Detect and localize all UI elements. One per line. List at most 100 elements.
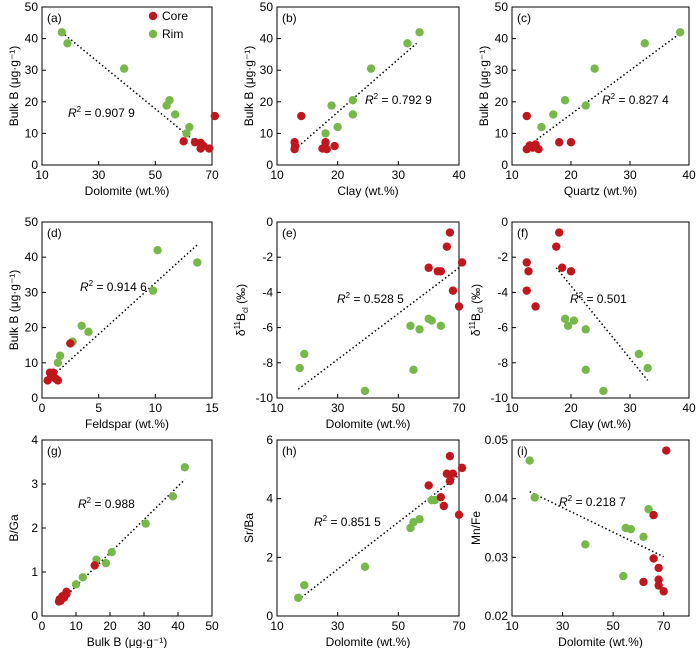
panel-label: (i) bbox=[517, 444, 528, 458]
y-tick-label: -10 bbox=[491, 391, 509, 405]
core-point bbox=[210, 111, 220, 121]
panel-label: (g) bbox=[47, 444, 62, 458]
panel-f: 10 20 30 40 -10 -8 -6 -4 -2 0 Clay (wt.%) δ11Bcl (‰… bbox=[468, 215, 696, 431]
x-axis-label: Dolomite (wt.%) bbox=[326, 417, 411, 431]
x-tick-label: 30 bbox=[331, 401, 345, 415]
y-tick-label: 40 bbox=[260, 32, 274, 46]
core-point bbox=[662, 446, 671, 455]
core-point bbox=[445, 228, 455, 237]
y-tick-label: 0 bbox=[266, 215, 273, 229]
x-axis-label: Quartz (wt.%) bbox=[564, 184, 637, 198]
rim-point bbox=[581, 325, 590, 334]
rim-point bbox=[581, 540, 590, 549]
rim-point bbox=[639, 532, 648, 541]
panel-label: (a) bbox=[47, 11, 62, 25]
core-point bbox=[330, 141, 339, 151]
plot-frame bbox=[41, 221, 213, 399]
y-tick-label: -2 bbox=[497, 250, 508, 264]
x-axis-label: Clay (wt.%) bbox=[570, 417, 631, 431]
panel-h: 10 30 50 70 0 2 4 6 Dolomite (wt.%) Sr/Ba (h) R2 = … bbox=[242, 433, 467, 648]
y-tick-label: 50 bbox=[495, 0, 509, 14]
r-squared-label: R2 = 0.851 5 bbox=[314, 514, 381, 529]
core-point bbox=[196, 144, 205, 153]
r-squared-label: R2 = 0.914 6 bbox=[80, 279, 147, 294]
core-point bbox=[448, 286, 458, 295]
legend-marker-core bbox=[148, 11, 158, 21]
core-point bbox=[290, 145, 299, 154]
rim-point bbox=[415, 28, 424, 37]
core-point bbox=[53, 376, 63, 385]
x-tick-label: 20 bbox=[331, 168, 345, 182]
y-axis-label: δ11Bcl (‰) bbox=[233, 284, 250, 336]
core-point bbox=[322, 145, 331, 154]
x-tick-label: 30 bbox=[556, 619, 570, 633]
plot-frame bbox=[511, 6, 690, 166]
x-tick-label: 5 bbox=[95, 401, 102, 415]
x-tick-label: 10 bbox=[270, 168, 284, 182]
core-point bbox=[552, 242, 561, 251]
core-point bbox=[654, 575, 663, 584]
y-tick-label: 40 bbox=[495, 32, 509, 46]
rim-point bbox=[427, 316, 436, 325]
x-tick-label: 70 bbox=[452, 619, 466, 633]
core-point bbox=[179, 137, 188, 146]
y-tick-label: 20 bbox=[260, 95, 274, 109]
y-tick-label: -4 bbox=[497, 285, 508, 299]
y-tick-label: 1 bbox=[31, 565, 38, 579]
core-point bbox=[649, 510, 658, 520]
r-squared-label: R2 = 0.907 9 bbox=[68, 105, 135, 120]
fit-line bbox=[58, 479, 186, 604]
r-squared-label: R2 = 0.218 7 bbox=[559, 494, 626, 509]
rim-point bbox=[644, 505, 653, 514]
core-point bbox=[534, 145, 543, 154]
rim-point bbox=[348, 110, 358, 119]
core-point bbox=[659, 587, 668, 596]
y-tick-label: 20 bbox=[25, 321, 39, 335]
panel-d: 0 5 10 15 0 10 20 30 40 50 Feldspar (wt.%) Bulk B (… bbox=[7, 215, 219, 431]
plot-frame bbox=[511, 221, 690, 399]
rim-point bbox=[321, 129, 330, 138]
core-point bbox=[555, 228, 564, 237]
r-squared-label: R2 = 0.827 4 bbox=[602, 92, 669, 107]
core-point bbox=[654, 563, 663, 573]
y-tick-label: 0 bbox=[31, 391, 38, 405]
x-tick-label: 0 bbox=[39, 619, 46, 633]
y-tick-label: 30 bbox=[260, 63, 274, 77]
rim-point bbox=[162, 101, 171, 110]
y-tick-label: 20 bbox=[25, 95, 39, 109]
core-point bbox=[525, 141, 534, 150]
core-point bbox=[524, 267, 533, 276]
rim-point bbox=[675, 28, 685, 37]
core-point bbox=[566, 138, 576, 147]
x-tick-label: 40 bbox=[682, 401, 696, 415]
panel-g: 0 10 20 30 40 50 0 1 2 3 4 Bulk B (μg·g⁻¹) B/Ga (g) R2… bbox=[7, 433, 219, 648]
rim-point bbox=[406, 321, 415, 331]
rim-point bbox=[530, 493, 539, 502]
y-tick-label: -6 bbox=[497, 321, 508, 335]
core-point bbox=[445, 476, 455, 486]
core-point bbox=[442, 242, 452, 251]
rim-point bbox=[626, 524, 636, 534]
x-axis-label: Bulk B (μg·g⁻¹) bbox=[87, 635, 168, 648]
rim-point bbox=[360, 562, 370, 571]
rim-point bbox=[141, 519, 150, 528]
y-tick-label: 30 bbox=[495, 63, 509, 77]
rim-point bbox=[560, 96, 570, 105]
y-tick-label: 2 bbox=[266, 550, 273, 564]
rim-point bbox=[101, 559, 111, 568]
y-tick-label: 0.05 bbox=[485, 433, 509, 447]
rim-point bbox=[360, 386, 370, 396]
panel-label: (h) bbox=[282, 444, 297, 458]
core-point bbox=[424, 263, 433, 272]
rim-point bbox=[300, 581, 309, 590]
core-point bbox=[433, 267, 442, 276]
x-tick-label: 10 bbox=[505, 619, 519, 633]
x-axis-label: Dolomite (wt.%) bbox=[85, 184, 170, 198]
core-point bbox=[457, 463, 467, 473]
core-point bbox=[204, 144, 214, 153]
rim-point bbox=[327, 101, 336, 110]
x-tick-label: 15 bbox=[205, 401, 219, 415]
x-tick-label: 10 bbox=[149, 401, 163, 415]
